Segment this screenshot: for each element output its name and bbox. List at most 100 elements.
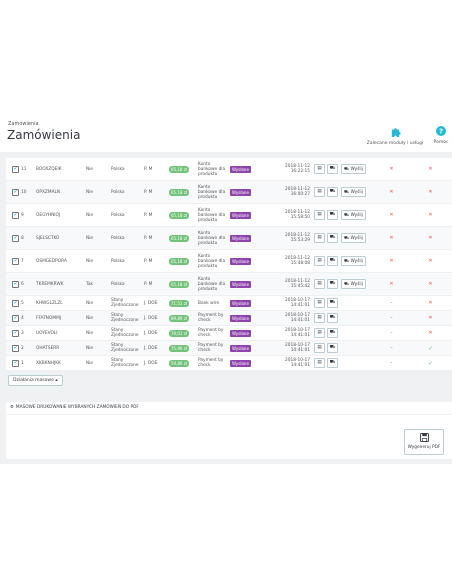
table-row[interactable]: ✔ 10 OPXZMALN Nie Polska P. M 65,18 zł Konto ban…	[6, 180, 452, 204]
invoice-pdf-icon[interactable]: ▤	[314, 313, 325, 323]
invoice-cell[interactable]: ▤	[314, 226, 327, 250]
ship-button[interactable]: ⛟ Wyślij	[341, 279, 366, 289]
invoice-pdf-icon[interactable]: ▤	[314, 279, 325, 289]
invoice-pdf-icon[interactable]: ▤	[314, 256, 325, 266]
row-checkbox[interactable]: ✔	[12, 314, 19, 322]
invoice-pdf-icon[interactable]: ▤	[314, 328, 325, 338]
invoice-cell[interactable]: ▤	[314, 272, 327, 296]
invoice-cell[interactable]: ▤	[314, 325, 327, 341]
ship-cell[interactable]: ⛟ Wyślij	[341, 249, 374, 273]
row-checkbox[interactable]: ✔	[12, 257, 19, 265]
row-checkbox[interactable]: ✔	[12, 280, 19, 288]
order-id: 7	[21, 249, 36, 273]
delivery-cell[interactable]: ⛟	[327, 295, 341, 311]
invoice-cell[interactable]: ▤	[314, 355, 327, 371]
delivery-cell[interactable]: ⛟	[327, 325, 341, 341]
delivery-truck-icon[interactable]: ⛟	[327, 164, 338, 174]
help-button[interactable]: ? Pomoc	[432, 126, 450, 145]
delivery-cell[interactable]: ⛟	[327, 272, 341, 296]
table-row[interactable]: ✔ 4 FFATNOMMJ Nie Stany Zjednoczone J. DOE 89,8…	[6, 310, 452, 326]
delivery-cell[interactable]: ⛟	[327, 158, 341, 181]
row-checkbox[interactable]: ✔	[12, 234, 19, 242]
ship-cell[interactable]: ⛟ Wyślij	[341, 180, 374, 204]
row-checkbox[interactable]: ✔	[12, 329, 19, 337]
invoice-cell[interactable]: ▤	[314, 295, 327, 311]
select-cell[interactable]: ✔	[6, 325, 21, 341]
delivery-cell[interactable]: ⛟	[327, 180, 341, 204]
delivery-truck-icon[interactable]: ⛟	[327, 313, 338, 323]
cross-icon: ✕	[389, 281, 394, 287]
generate-pdf-button[interactable]: Wygeneruj PDF	[404, 429, 444, 455]
row-checkbox[interactable]: ✔	[12, 165, 19, 173]
delivery-cell[interactable]: ⛟	[327, 226, 341, 250]
delivery-cell[interactable]: ⛟	[327, 249, 341, 273]
status-badge: Wysłane	[230, 344, 251, 352]
save-icon	[405, 433, 443, 444]
ship-button[interactable]: ⛟ Wyślij	[341, 256, 366, 266]
delivery-cell[interactable]: ⛟	[327, 310, 341, 326]
delivery-truck-icon[interactable]: ⛟	[327, 233, 338, 243]
invoice-cell[interactable]: ▤	[314, 203, 327, 227]
delivery-truck-icon[interactable]: ⛟	[327, 256, 338, 266]
delivery-truck-icon[interactable]: ⛟	[327, 328, 338, 338]
invoice-cell[interactable]: ▤	[314, 180, 327, 204]
delivery-cell[interactable]: ⛟	[327, 203, 341, 227]
delivery-truck-icon[interactable]: ⛟	[327, 279, 338, 289]
table-row[interactable]: ✔ 8 SJELSCTKO Nie Polska P. M 65,18 zł Konto ban…	[6, 226, 452, 250]
table-row[interactable]: ✔ 9 OEGYHNIOJ Nie Polska P. M 65,18 zł Konto ban…	[6, 203, 452, 227]
delivery-truck-icon[interactable]: ⛟	[327, 187, 338, 197]
table-row[interactable]: ✔ 6 TKREMKRWK Tak Polska P. M 65,18 zł Konto ban…	[6, 272, 452, 296]
select-cell[interactable]: ✔	[6, 203, 21, 227]
select-cell[interactable]: ✔	[6, 158, 21, 181]
delivery-truck-icon[interactable]: ⛟	[327, 358, 338, 368]
invoice-pdf-icon[interactable]: ▤	[314, 298, 325, 308]
status-badge: Wysłane	[230, 280, 251, 288]
invoice-pdf-icon[interactable]: ▤	[314, 164, 325, 174]
table-row[interactable]: ✔ 7 OSMGEDPORA Nie Polska P. M 65,18 zł Konto ba…	[6, 249, 452, 273]
select-cell[interactable]: ✔	[6, 340, 21, 356]
ship-button[interactable]: ⛟ Wyślij	[341, 164, 366, 174]
row-checkbox[interactable]: ✔	[12, 359, 19, 367]
delivery-cell[interactable]: ⛟	[327, 355, 341, 371]
delivery-truck-icon[interactable]: ⛟	[327, 298, 338, 308]
invoice-cell[interactable]: ▤	[314, 340, 327, 356]
row-checkbox[interactable]: ✔	[12, 188, 19, 196]
select-cell[interactable]: ✔	[6, 295, 21, 311]
recommended-modules-button[interactable]: Zalecane moduły i usługi	[360, 126, 430, 146]
delivery-truck-icon[interactable]: ⛟	[327, 210, 338, 220]
breadcrumb[interactable]: Zamówienia	[8, 121, 39, 127]
recommended-modules-label: Zalecane moduły i usługi	[366, 141, 424, 146]
invoice-cell[interactable]: ▤	[314, 249, 327, 273]
table-row[interactable]: ✔ 5 KHWGLZLZL Nie Stany Zjednoczone J. DOE 71,5…	[6, 295, 452, 311]
delivery-cell[interactable]: ⛟	[327, 340, 341, 356]
row-checkbox[interactable]: ✔	[12, 299, 19, 307]
invoice-cell[interactable]: ▤	[314, 158, 327, 181]
invoice-pdf-icon[interactable]: ▤	[314, 343, 325, 353]
table-row[interactable]: ✔ 2 OHATSERR Nie Stany Zjednoczone J. DOE 75,90…	[6, 340, 452, 356]
ship-cell[interactable]: ⛟ Wyślij	[341, 203, 374, 227]
ship-cell[interactable]: ⛟ Wyślij	[341, 158, 374, 181]
select-cell[interactable]: ✔	[6, 249, 21, 273]
select-cell[interactable]: ✔	[6, 310, 21, 326]
table-row[interactable]: ✔ 11 BOOXZQEIK Nie Polska P. M 65,18 zł Konto ba…	[6, 158, 452, 181]
select-cell[interactable]: ✔	[6, 355, 21, 371]
ship-button[interactable]: ⛟ Wyślij	[341, 210, 366, 220]
delivery-truck-icon[interactable]: ⛟	[327, 343, 338, 353]
table-row[interactable]: ✔ 3 UOYEVOLI Nie Stany Zjednoczone J. DOE 70,01…	[6, 325, 452, 341]
ship-button[interactable]: ⛟ Wyślij	[341, 187, 366, 197]
invoice-pdf-icon[interactable]: ▤	[314, 210, 325, 220]
ship-button[interactable]: ⛟ Wyślij	[341, 233, 366, 243]
select-cell[interactable]: ✔	[6, 180, 21, 204]
row-checkbox[interactable]: ✔	[12, 344, 19, 352]
invoice-pdf-icon[interactable]: ▤	[314, 233, 325, 243]
select-cell[interactable]: ✔	[6, 272, 21, 296]
invoice-cell[interactable]: ▤	[314, 310, 327, 326]
ship-cell[interactable]: ⛟ Wyślij	[341, 272, 374, 296]
row-checkbox[interactable]: ✔	[12, 211, 19, 219]
bulk-actions-button[interactable]: Działania masowe ▴	[8, 375, 63, 386]
invoice-pdf-icon[interactable]: ▤	[314, 187, 325, 197]
select-cell[interactable]: ✔	[6, 226, 21, 250]
invoice-pdf-icon[interactable]: ▤	[314, 358, 325, 368]
ship-cell[interactable]: ⛟ Wyślij	[341, 226, 374, 250]
table-row[interactable]: ✔ 1 XKBKNHJKK Nie Stany Zjednoczone J. DOE 59,8…	[6, 355, 452, 371]
